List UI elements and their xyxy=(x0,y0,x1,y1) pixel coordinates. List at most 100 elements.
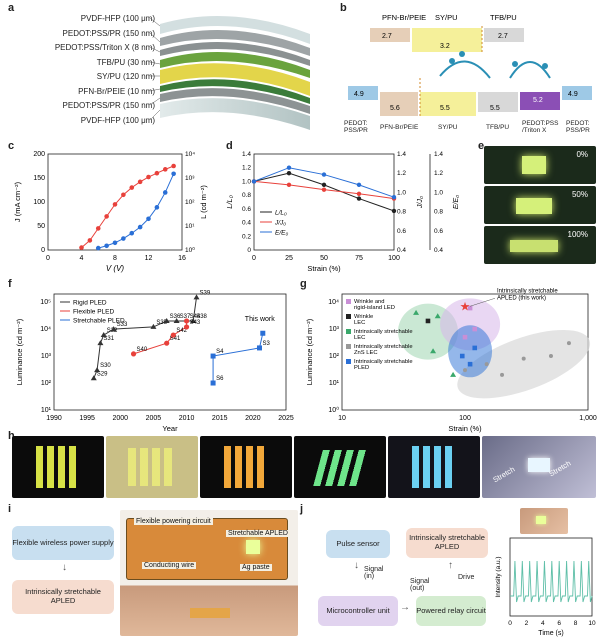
annotation-line xyxy=(469,298,496,307)
legend-swatch xyxy=(346,329,351,334)
point-label: S6 xyxy=(216,376,224,382)
data-point xyxy=(472,345,478,351)
data-point xyxy=(356,191,362,196)
x-tick-label: 0 xyxy=(508,620,512,627)
x-tick-label: 100 xyxy=(459,415,471,422)
flow-box-apled: Intrinsically stretchable APLED xyxy=(12,580,114,614)
data-point xyxy=(162,190,168,195)
series-line xyxy=(253,172,395,212)
x-tick-label: 6 xyxy=(557,620,561,627)
point-label: S44 xyxy=(190,314,201,320)
layer-label: PFN-Br/PEIE (10 nm) xyxy=(78,86,155,96)
stretch-photo-hand: Stretch Stretch xyxy=(482,436,596,498)
data-point: ★ xyxy=(460,299,471,313)
legend-label: Flexible PLED xyxy=(73,309,114,316)
band-pedot xyxy=(562,86,592,100)
series-line xyxy=(212,333,264,384)
point-label: S30 xyxy=(100,363,111,369)
point-label: S39 xyxy=(200,290,211,296)
y-right-tick-label: 0.8 xyxy=(397,209,406,216)
y-tick-label: 1.4 xyxy=(242,151,251,158)
data-point xyxy=(463,368,467,373)
annotation: Intrinsically stretchable xyxy=(497,288,558,294)
data-point xyxy=(467,361,473,367)
wrist-inset-photo xyxy=(520,508,568,534)
x-tick-label: 2010 xyxy=(179,415,195,422)
data-point xyxy=(500,372,505,377)
band-bottom-value: 5.2 xyxy=(533,97,543,104)
data-point xyxy=(146,174,151,180)
band-pedot xyxy=(348,86,378,100)
data-point xyxy=(193,294,200,300)
y-axis-label: Intensity (a.u.) xyxy=(495,556,502,597)
x-tick-label: 10 xyxy=(588,620,596,627)
y-right-tick-label: 10² xyxy=(185,199,195,206)
data-point xyxy=(566,341,571,346)
x-tick-label: 2000 xyxy=(112,415,128,422)
band-sy xyxy=(412,28,482,52)
data-point xyxy=(121,236,126,241)
x-tick-label: 1,000 xyxy=(579,415,597,422)
flow-arrow: ↑ xyxy=(448,560,453,571)
data-point xyxy=(321,182,327,188)
data-point xyxy=(321,172,327,177)
data-point xyxy=(154,205,160,210)
data-point xyxy=(190,317,197,323)
data-point xyxy=(130,351,137,357)
band-bottom-label: TFB/PU xyxy=(486,124,510,131)
layer-label: SY/PU (120 nm) xyxy=(96,72,155,81)
data-point xyxy=(146,216,151,222)
layer-label: PEDOT:PSS/PR (150 nm) xyxy=(62,101,155,110)
x-tick-label: 12 xyxy=(145,255,153,262)
data-point xyxy=(462,334,468,340)
pixel-array-photo xyxy=(12,436,104,498)
panel-letter-a: a xyxy=(8,2,15,14)
photo-label: Ag paste xyxy=(240,564,272,571)
photo-label: Conducting wire xyxy=(142,562,197,569)
y-right-tick-label: 10⁰ xyxy=(185,246,195,254)
data-point xyxy=(251,179,257,184)
y-tick-label: 10¹ xyxy=(41,407,52,414)
y-tick-label: 150 xyxy=(33,175,45,182)
y-tick-label: 200 xyxy=(33,151,45,158)
chart-j-intensity: 0 2 4 6 8 10 Time (s) Intensity (a.u.) xyxy=(495,537,596,637)
band-bottom-label: PEDOT: PSS/PR xyxy=(566,120,590,134)
band-bottom-value: 5.6 xyxy=(390,105,400,112)
data-point xyxy=(154,170,160,176)
band-bottom-value: 4.9 xyxy=(568,91,578,98)
x-axis-label: V (V) xyxy=(106,264,125,273)
x-tick-label: 2020 xyxy=(245,415,261,422)
point-label: S38 xyxy=(196,314,207,320)
x-tick-label: 0 xyxy=(46,255,50,262)
y-right-tick-label: 10⁴ xyxy=(185,151,195,158)
x-axis-label: Year xyxy=(162,424,178,433)
data-point xyxy=(450,371,457,377)
y-tick-label: 0 xyxy=(247,247,251,254)
legend-label: Intrinsically stretchable xyxy=(354,359,413,365)
data-point xyxy=(137,224,143,230)
data-point xyxy=(548,354,553,359)
stretch-label: Stretch xyxy=(491,464,517,485)
flow-box-relay: Powered relay circuit xyxy=(416,596,486,626)
x-tick-label: 1990 xyxy=(46,415,62,422)
data-point xyxy=(79,245,84,250)
band-top-value: 2.7 xyxy=(498,33,508,40)
legend-label: rigid-island LED xyxy=(354,305,395,311)
data-point xyxy=(434,313,441,319)
data-point xyxy=(164,340,170,346)
data-point xyxy=(286,165,292,170)
data-point xyxy=(112,202,118,207)
band-sy xyxy=(420,92,476,116)
flow-box-pulse-sensor: Pulse sensor xyxy=(326,530,390,558)
x-tick-label: 8 xyxy=(574,620,578,627)
x-tick-label: 100 xyxy=(388,255,400,262)
point-label: S33 xyxy=(117,322,128,328)
x-tick-label: 10 xyxy=(338,415,346,422)
flow-arrow: → xyxy=(400,602,410,613)
band-bottom-value: 5.5 xyxy=(440,105,450,112)
band-top-label: SY/PU xyxy=(435,13,458,22)
y-tick-label: 0.8 xyxy=(242,192,251,199)
point-label: S43 xyxy=(190,320,201,326)
stretch-label: Stretch xyxy=(547,458,573,479)
panel-letter-d: d xyxy=(226,140,233,152)
